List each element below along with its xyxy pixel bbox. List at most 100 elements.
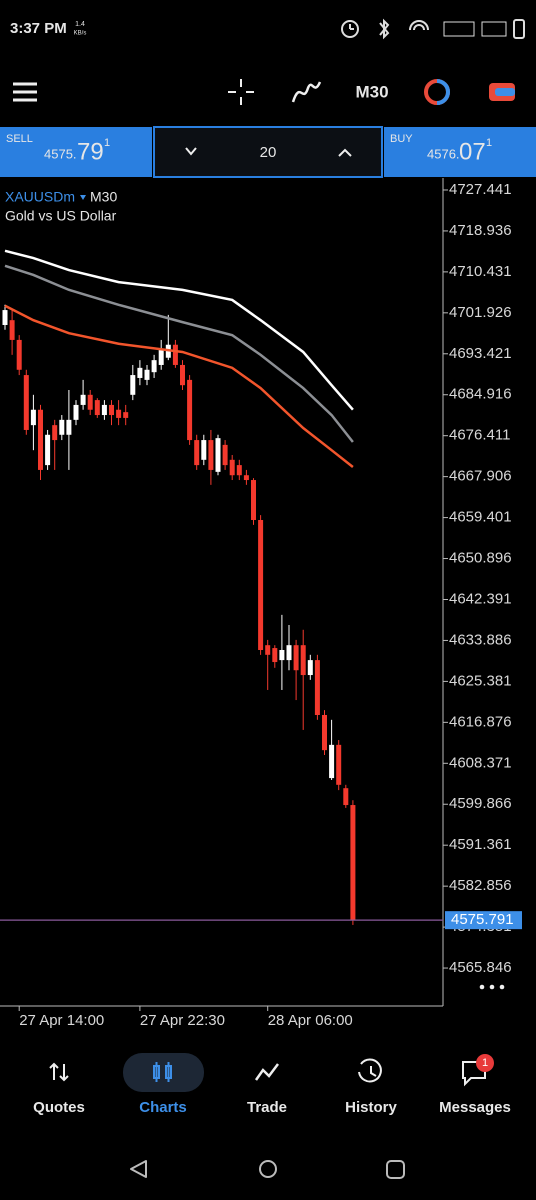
- quotes-icon: [49, 1062, 69, 1082]
- candle-body: [130, 375, 136, 395]
- buy-price-sup: 1: [486, 137, 492, 149]
- buy-label: BUY: [390, 133, 413, 145]
- sell-price-sup: 1: [104, 137, 110, 149]
- y-tick-label: 4633.886: [449, 631, 512, 648]
- y-tick-label: 4591.361: [449, 836, 512, 853]
- net-unit: KB/s: [74, 31, 87, 37]
- x-tick-label: 27 Apr 22:30: [140, 1012, 225, 1029]
- candle-body: [293, 645, 299, 671]
- y-tick-label: 4718.936: [449, 222, 512, 239]
- y-tick-label: 4599.866: [449, 795, 512, 812]
- sell-button[interactable]: [0, 127, 152, 177]
- candle-body: [87, 394, 93, 410]
- candle-body: [314, 660, 320, 716]
- current-price-box: [445, 911, 522, 930]
- nav-tab-label[interactable]: Quotes: [33, 1099, 85, 1116]
- candle-body: [329, 744, 335, 779]
- charts-icon: [153, 1062, 172, 1082]
- volume-down[interactable]: [185, 147, 197, 156]
- candle-body: [30, 409, 36, 426]
- objects-button[interactable]: [424, 79, 450, 105]
- candle-body: [94, 400, 100, 416]
- candle-body: [208, 440, 214, 470]
- nav-tab-label[interactable]: Messages: [439, 1099, 511, 1116]
- candle-body: [243, 475, 249, 481]
- candle-body: [38, 409, 43, 470]
- candle-body: [16, 339, 22, 370]
- candle-body: [187, 379, 193, 441]
- crosshair-button[interactable]: [228, 79, 254, 105]
- candle-body: [272, 648, 278, 663]
- moving-average-line: [4, 304, 354, 469]
- chart-symbol[interactable]: XAUUSDm: [5, 189, 75, 205]
- candle-body: [322, 715, 327, 751]
- messages-badge: 1: [482, 1057, 488, 1069]
- candle-body: [45, 434, 51, 466]
- chart: XAUUSDm M30 Gold vs US Dollar 4727.441 47…: [0, 178, 522, 1029]
- candle-body: [336, 744, 342, 785]
- buy-button[interactable]: [384, 127, 536, 177]
- y-tick-label: 4608.371: [449, 754, 512, 771]
- y-tick-label: 4693.421: [449, 345, 512, 362]
- candle-body: [201, 440, 207, 460]
- candle-body: [52, 425, 58, 441]
- more-dots[interactable]: [479, 984, 505, 990]
- y-tick-label: 4642.391: [449, 590, 512, 607]
- indicators-button[interactable]: [291, 81, 322, 103]
- candle-body: [180, 364, 185, 386]
- y-tick-label: 4667.906: [449, 468, 512, 485]
- y-tick-label: 4676.411: [449, 427, 510, 444]
- y-tick-label: 4684.916: [449, 386, 512, 403]
- candle-body: [73, 404, 79, 420]
- candle-body: [236, 465, 242, 476]
- system-nav: [130, 1160, 405, 1179]
- sell-price-big: 79: [77, 138, 104, 165]
- y-tick-label: 4625.381: [449, 672, 512, 689]
- moving-average-line: [4, 249, 354, 411]
- candle-body: [215, 438, 221, 472]
- candle-body: [343, 788, 349, 806]
- moving-average-line: [4, 264, 354, 443]
- candle-body: [23, 375, 29, 430]
- candle-body: [222, 444, 228, 466]
- y-tick-label: 4727.441: [449, 181, 512, 198]
- candle-body: [172, 344, 178, 365]
- candles: [2, 304, 356, 925]
- candle-body: [66, 419, 72, 435]
- candle-body: [123, 412, 129, 418]
- candle-body: [307, 660, 313, 676]
- trade-button[interactable]: [489, 83, 515, 101]
- candle-body: [109, 404, 114, 416]
- candle-body: [194, 440, 200, 466]
- nav-tab-label[interactable]: Trade: [247, 1099, 287, 1116]
- candle-body: [144, 369, 150, 380]
- symbol-dropdown[interactable]: [80, 195, 86, 200]
- status-time: 3:37 PM: [10, 20, 67, 37]
- nav-tab-label[interactable]: History: [345, 1099, 397, 1116]
- candle-body: [80, 394, 86, 405]
- y-tick-label: 4616.876: [449, 713, 512, 730]
- sell-label: SELL: [6, 133, 33, 145]
- x-tick-label: 28 Apr 06:00: [268, 1012, 353, 1029]
- candle-body: [229, 459, 235, 476]
- buy-price-main: 4576.: [427, 146, 460, 161]
- chart-description: Gold vs US Dollar: [5, 208, 117, 224]
- x-tick-label: 27 Apr 14:00: [19, 1012, 104, 1029]
- y-tick-label: 4701.926: [449, 304, 512, 321]
- volume-up[interactable]: [338, 148, 352, 157]
- timeframe-button[interactable]: M30: [355, 82, 388, 101]
- nav-tab-label[interactable]: Charts: [139, 1099, 187, 1116]
- y-tick-label: 4650.896: [449, 550, 512, 567]
- volume-value[interactable]: 20: [260, 144, 277, 161]
- candle-body: [286, 645, 292, 661]
- y-tick-label: 4710.431: [449, 263, 512, 280]
- chart-timeframe: M30: [90, 189, 117, 205]
- candle-body: [158, 350, 164, 365]
- menu-button[interactable]: [13, 82, 37, 102]
- y-tick-label: 4582.856: [449, 877, 512, 894]
- candle-body: [151, 360, 157, 373]
- trade-icon: [254, 1063, 279, 1081]
- candle-body: [59, 419, 65, 435]
